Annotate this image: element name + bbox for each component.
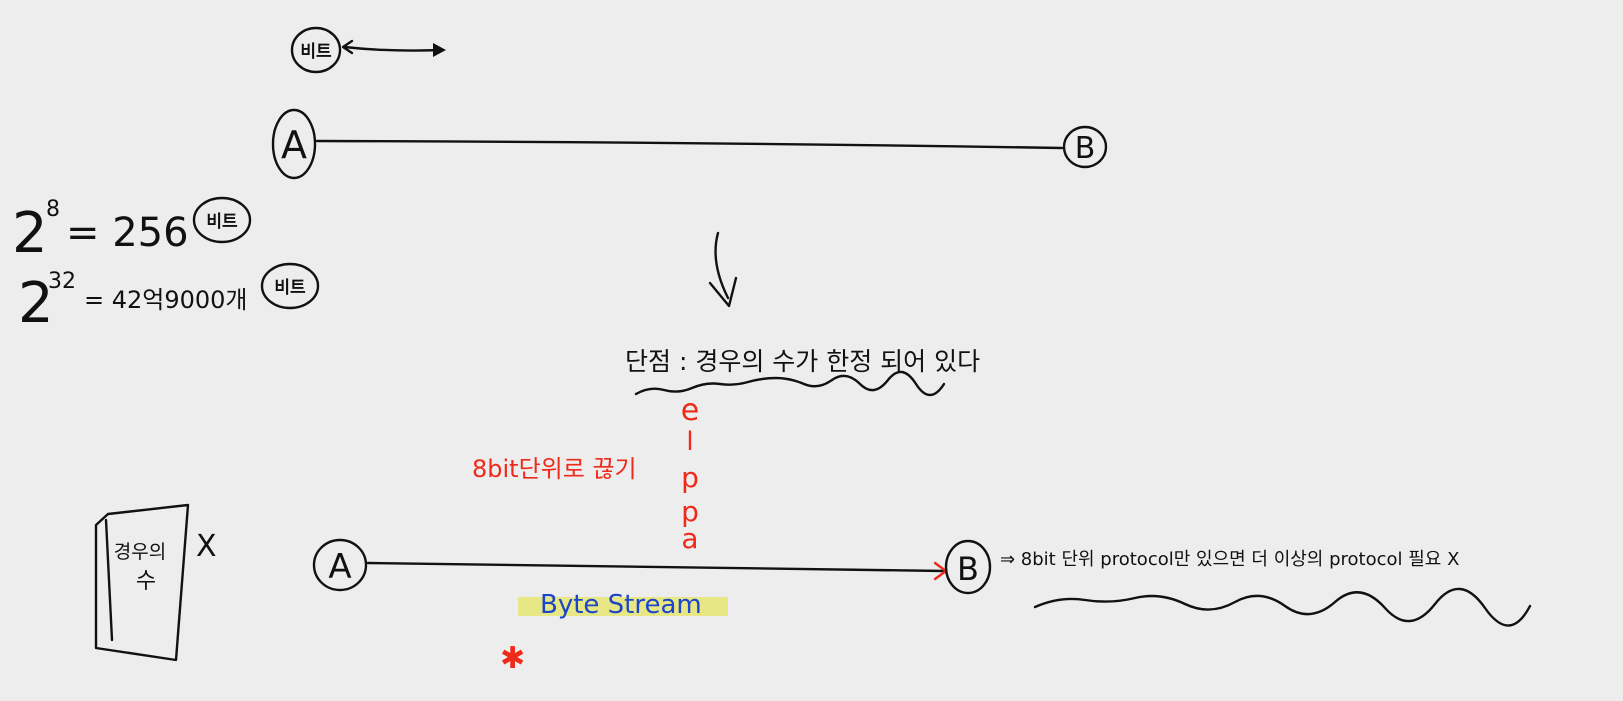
down-arrow [708, 231, 738, 308]
top-node-b-label: B [1075, 131, 1096, 166]
apple-letter: a [681, 522, 698, 555]
apple-letter: l [686, 427, 693, 457]
bottom-node-b: B [944, 539, 992, 595]
bottom-node-b-label: B [957, 550, 979, 588]
top-node-a-label: A [281, 123, 307, 167]
formula-2-32-base: 2 [18, 271, 54, 336]
cases-box: 경우의 수 [94, 503, 190, 662]
byte-stream-highlight [518, 597, 728, 616]
formula-2-32-value: = 42억9000개 [84, 286, 248, 314]
top-connection-line [315, 139, 1064, 150]
top-node-b: B [1062, 125, 1108, 169]
formula-2-32: 2 32 = 42억9000개 비트 [18, 262, 320, 336]
apple-letter: p [681, 461, 699, 494]
formula-2-32-bubble: 비트 [274, 278, 306, 298]
disadvantage-caption: 단점 : 경우의 수가 한정 되어 있다 [625, 347, 980, 376]
formula-2-8: 2 8 = 256 비트 [12, 196, 252, 266]
top-bit-bubble: 비트 [290, 26, 342, 74]
bottom-connection-line [366, 561, 947, 573]
apple-letter: p [681, 495, 699, 528]
red-star: ✱ [500, 641, 525, 676]
formula-2-8-exponent: 8 [46, 197, 60, 222]
cases-box-label-1: 경우의 [114, 541, 166, 563]
8bit-note: 8bit단위로 끊기 [472, 455, 637, 483]
formula-2-32-exponent: 32 [48, 269, 76, 294]
top-bit-bubble-label: 비트 [300, 42, 332, 62]
bottom-node-a: A [312, 538, 368, 592]
formula-2-8-base: 2 [12, 201, 48, 266]
cases-box-label-2: 수 [136, 569, 156, 594]
formula-2-8-bubble: 비트 [206, 212, 238, 232]
top-node-a: A [271, 108, 317, 180]
caption-underline [634, 370, 946, 397]
byte-stream-label: Byte Stream [540, 590, 702, 620]
protocol-note-underline [1033, 587, 1532, 627]
double-arrow [341, 39, 446, 57]
apple-letters: e l p p a [681, 393, 699, 555]
protocol-note: ⇒ 8bit 단위 protocol만 있으면 더 이상의 protocol 필… [1000, 549, 1459, 570]
cases-box-x-mark: X [196, 529, 217, 564]
apple-letter: e [681, 393, 699, 428]
bottom-node-a-label: A [328, 547, 351, 587]
formula-2-8-value: = 256 [66, 210, 189, 256]
